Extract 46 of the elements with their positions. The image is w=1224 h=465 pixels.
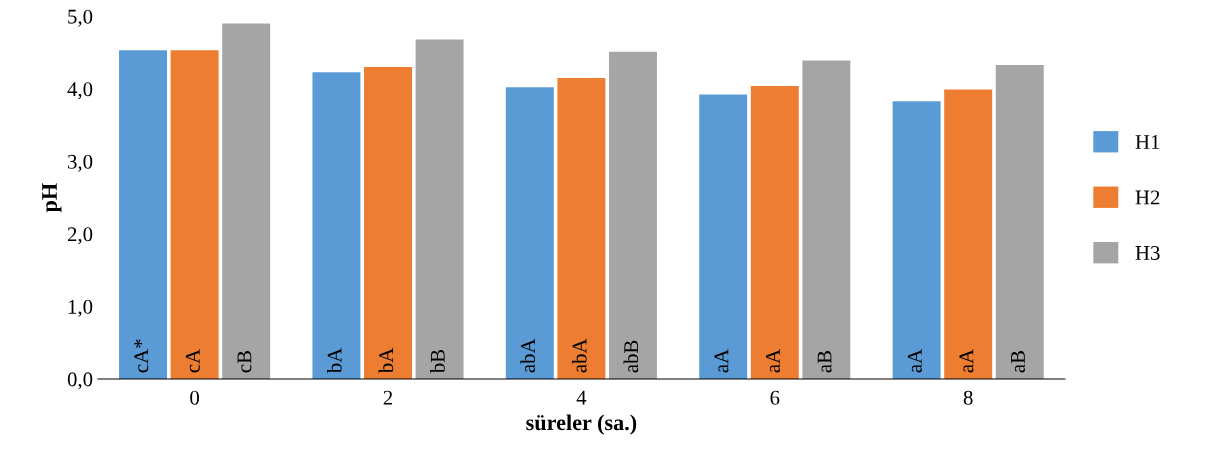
data-label: aB — [817, 351, 832, 373]
data-label: cA — [185, 349, 200, 373]
data-label: aA — [714, 349, 729, 373]
bar — [222, 23, 271, 379]
bar — [415, 39, 464, 379]
y-tick-label: 4,0 — [67, 82, 93, 100]
x-tick-label: 4 — [576, 390, 587, 405]
bar — [364, 67, 412, 379]
y-tick-label: 0,0 — [67, 372, 93, 390]
data-label: aA — [907, 349, 922, 373]
data-label: aA — [959, 349, 974, 373]
data-label: bA — [326, 347, 342, 374]
data-label: aB — [1011, 351, 1025, 373]
y-axis-title: pH — [42, 183, 62, 213]
legend-label: H2 — [1135, 190, 1160, 205]
bar — [170, 50, 219, 379]
bar — [699, 94, 748, 379]
bar — [119, 50, 168, 379]
x-axis-title: süreler (sa.) — [526, 414, 637, 435]
bar — [557, 77, 606, 379]
data-label: abB — [623, 340, 639, 373]
data-label: cA* — [134, 339, 149, 373]
bar — [312, 72, 361, 379]
x-tick-label: 8 — [963, 390, 973, 405]
bar — [892, 101, 941, 379]
x-tick-label: 0 — [190, 390, 200, 405]
bar — [995, 64, 1044, 379]
bar — [750, 85, 799, 379]
data-label: bB — [430, 349, 445, 374]
legend-label: H1 — [1135, 135, 1160, 149]
y-tick-label: 5,0 — [68, 9, 93, 27]
data-label: bA — [378, 347, 394, 374]
y-tick-label: 3,0 — [68, 154, 93, 172]
bar — [505, 87, 554, 379]
bar — [802, 60, 851, 379]
bar — [608, 51, 657, 379]
y-tick-label: 1,0 — [68, 299, 93, 317]
data-label: cB — [237, 351, 252, 373]
y-tick-label: 2,0 — [67, 227, 93, 245]
legend-label: H3 — [1135, 245, 1160, 260]
x-tick-label: 6 — [770, 390, 780, 405]
x-tick-label: 2 — [383, 390, 393, 405]
data-label: abA — [520, 338, 536, 373]
data-label: abA — [571, 338, 587, 373]
bar — [944, 89, 993, 379]
data-label: aA — [766, 349, 781, 373]
